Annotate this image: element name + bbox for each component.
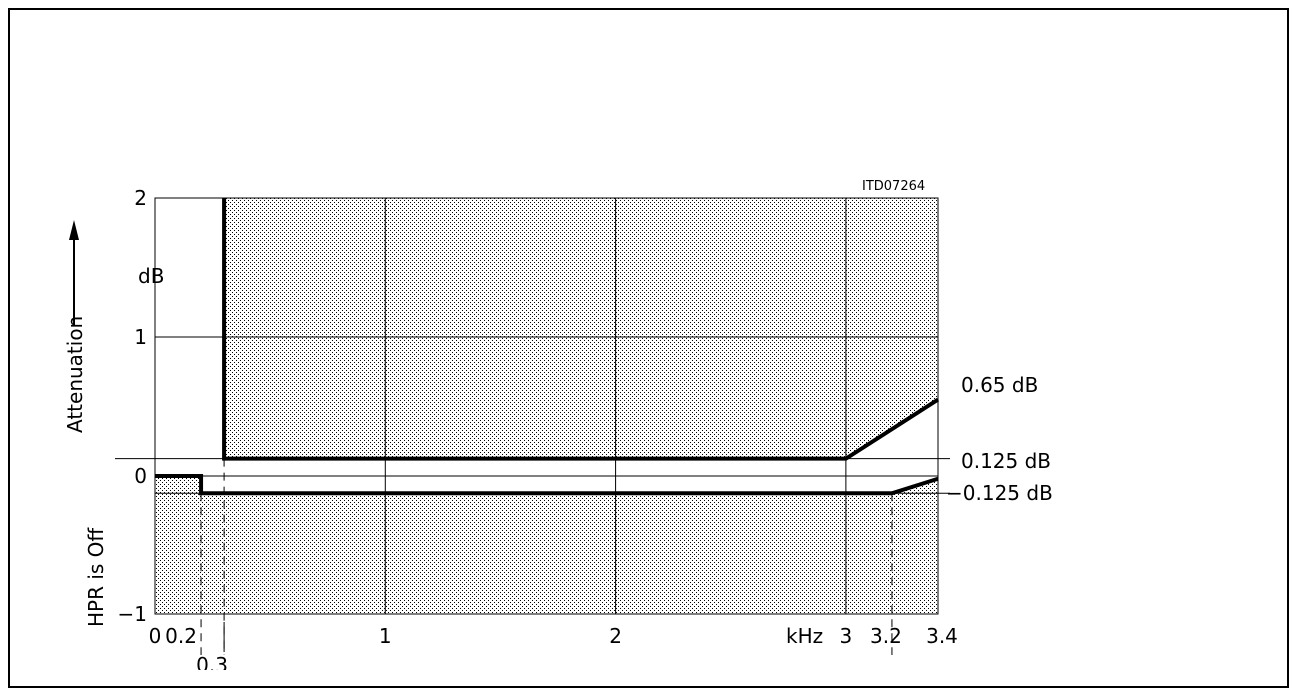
y-tick-label--1: −1	[118, 602, 147, 626]
x-tick-label-0.3: 0.3	[196, 653, 228, 670]
plot-border	[154, 197, 939, 615]
y-axis-arrow-head	[69, 220, 79, 240]
lower-shaded-region	[155, 476, 938, 614]
x-tick-label-0: 0	[149, 624, 162, 648]
x-tick-label-3: 3	[840, 624, 853, 648]
y-axis-title: Attenuation	[63, 220, 87, 433]
upper-limit-line	[222, 198, 940, 461]
y-axis-lower-label: HPR is Off	[84, 527, 108, 627]
y-tick-label-0: 0	[134, 464, 147, 488]
forbidden-regions	[155, 198, 938, 614]
x-tick-label-0.2: 0.2	[165, 624, 197, 648]
x-unit-label: kHz	[786, 624, 823, 648]
y-tick-label-1: 1	[134, 325, 147, 349]
y-axis-label: Attenuation	[63, 316, 87, 433]
annotation-0.125: 0.125 dB	[961, 449, 1051, 473]
y-unit-label: dB	[138, 264, 164, 288]
x-tick-label-3.4: 3.4	[926, 624, 958, 648]
annotations: 0.65 dB 0.125 dB −0.125 dB	[946, 373, 1053, 505]
x-tick-labels: 0 0.2 0.3 1 2 3 3.2 3.4	[149, 624, 958, 670]
x-tick-label-2: 2	[609, 624, 622, 648]
x-tick-label-1: 1	[379, 624, 392, 648]
figure-id: ITD07264	[862, 179, 925, 194]
annotation--0.125: −0.125 dB	[946, 481, 1053, 505]
upper-shaded-region	[224, 198, 938, 459]
y-tick-label-2: 2	[134, 186, 147, 210]
annotation-0.65: 0.65 dB	[961, 373, 1038, 397]
limit-lines	[155, 198, 940, 496]
x-tick-label-3.2: 3.2	[870, 624, 902, 648]
lower-limit-line	[155, 474, 939, 496]
y-tick-labels: −1 0 1 2	[118, 186, 147, 626]
